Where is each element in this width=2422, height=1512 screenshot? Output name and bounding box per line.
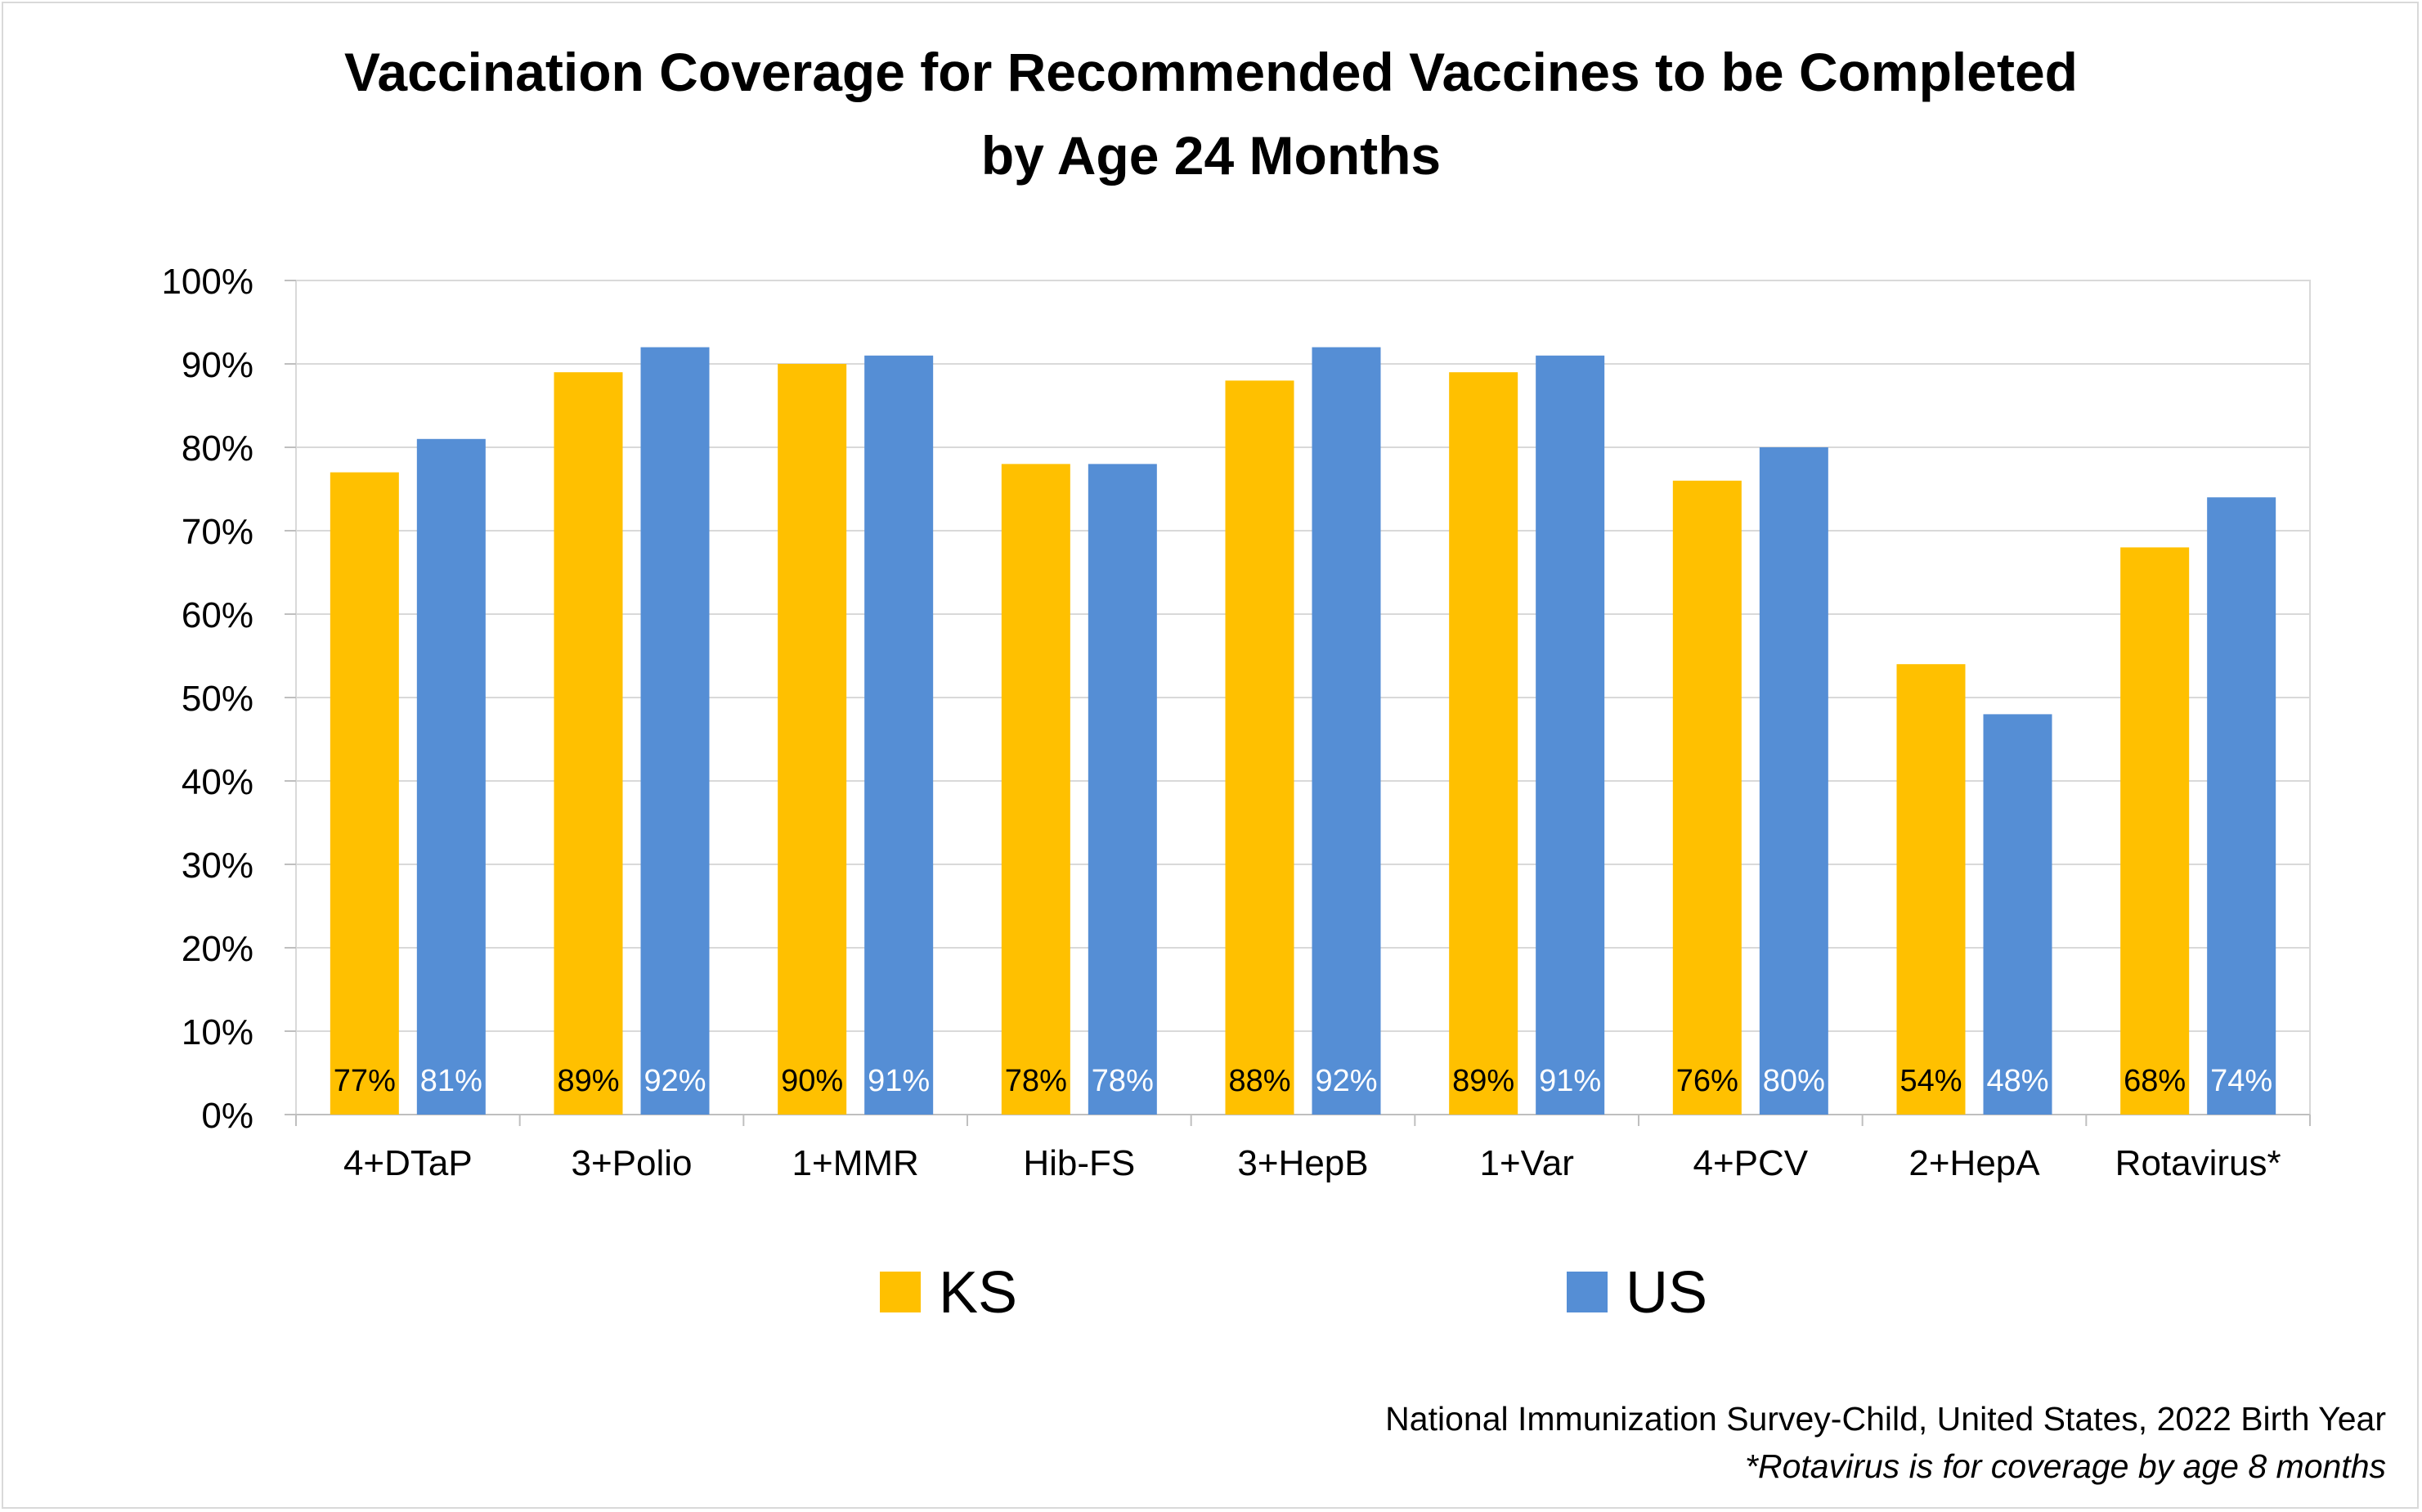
y-tick-label: 100%	[161, 262, 253, 302]
legend-label-us: US	[1626, 1260, 1707, 1326]
y-tick-label: 30%	[182, 846, 253, 886]
data-label: 92%	[1315, 1064, 1377, 1098]
data-label: 77%	[334, 1064, 396, 1098]
footnote: *Rotavirus is for coverage by age 8 mont…	[1745, 1447, 2386, 1485]
legend-swatch-us	[1567, 1272, 1608, 1312]
chart-title-line-2: by Age 24 Months	[980, 125, 1442, 186]
data-label: 91%	[1539, 1064, 1601, 1098]
data-label: 90%	[781, 1064, 843, 1098]
data-label: 92%	[644, 1064, 706, 1098]
bar-ks-rotavirus	[2120, 547, 2190, 1115]
bar-ks-1var	[1449, 372, 1518, 1115]
x-tick-label: 2+HepA	[1908, 1143, 2040, 1183]
bar-us-1mmr	[864, 355, 934, 1115]
y-tick-label: 20%	[182, 929, 253, 969]
source-note: National Immunization Survey-Child, Unit…	[1385, 1400, 2386, 1438]
data-label: 89%	[557, 1064, 619, 1098]
x-tick-label: 3+HepB	[1237, 1143, 1368, 1183]
data-label: 78%	[1005, 1064, 1067, 1098]
data-label: 78%	[1092, 1064, 1154, 1098]
y-tick-label: 10%	[182, 1012, 253, 1052]
x-tick-label: 4+DTaP	[343, 1143, 473, 1183]
bar-us-4pcv	[1759, 447, 1828, 1115]
x-tick-label: 1+MMR	[792, 1143, 919, 1183]
data-label: 76%	[1676, 1064, 1738, 1098]
data-label: 89%	[1452, 1064, 1514, 1098]
y-tick-label: 70%	[182, 512, 253, 552]
data-label: 48%	[1986, 1064, 2048, 1098]
data-label: 54%	[1899, 1064, 1962, 1098]
x-tick-label: 4+PCV	[1693, 1143, 1809, 1183]
data-label: 88%	[1228, 1064, 1290, 1098]
bar-ks-hibfs	[1001, 464, 1070, 1115]
data-label: 91%	[868, 1064, 930, 1098]
bar-us-2hepa	[1983, 714, 2052, 1115]
bar-ks-2hepa	[1896, 664, 1966, 1115]
legend-label-ks: KS	[939, 1260, 1017, 1326]
y-tick-label: 50%	[182, 679, 253, 719]
chart-title-line-1: Vaccination Coverage for Recommended Vac…	[344, 42, 2078, 102]
data-label: 68%	[2124, 1064, 2186, 1098]
bar-ks-4dtap	[330, 472, 399, 1115]
bar-ks-3polio	[554, 372, 623, 1115]
bar-us-1var	[1536, 355, 1605, 1115]
legend-swatch-ks	[880, 1272, 921, 1312]
bar-us-4dtap	[416, 438, 486, 1115]
y-tick-label: 60%	[182, 595, 253, 635]
bar-ks-1mmr	[778, 364, 847, 1115]
data-label: 74%	[2210, 1064, 2272, 1098]
x-tick-label: Hib-FS	[1023, 1143, 1135, 1183]
x-tick-label: 3+Polio	[571, 1143, 692, 1183]
bar-us-hibfs	[1088, 464, 1157, 1115]
y-tick-label: 0%	[201, 1096, 253, 1136]
bar-us-3polio	[640, 347, 710, 1115]
x-tick-label: Rotavirus*	[2115, 1143, 2281, 1183]
y-tick-label: 40%	[182, 762, 253, 802]
bar-us-rotavirus	[2207, 497, 2276, 1115]
y-tick-label: 90%	[182, 345, 253, 385]
y-tick-label: 80%	[182, 428, 253, 469]
bar-ks-4pcv	[1672, 480, 1742, 1115]
data-label: 80%	[1763, 1064, 1825, 1098]
data-label: 81%	[420, 1064, 482, 1098]
bar-us-3hepb	[1312, 347, 1381, 1115]
x-tick-label: 1+Var	[1479, 1143, 1573, 1183]
bar-ks-3hepb	[1225, 380, 1294, 1115]
